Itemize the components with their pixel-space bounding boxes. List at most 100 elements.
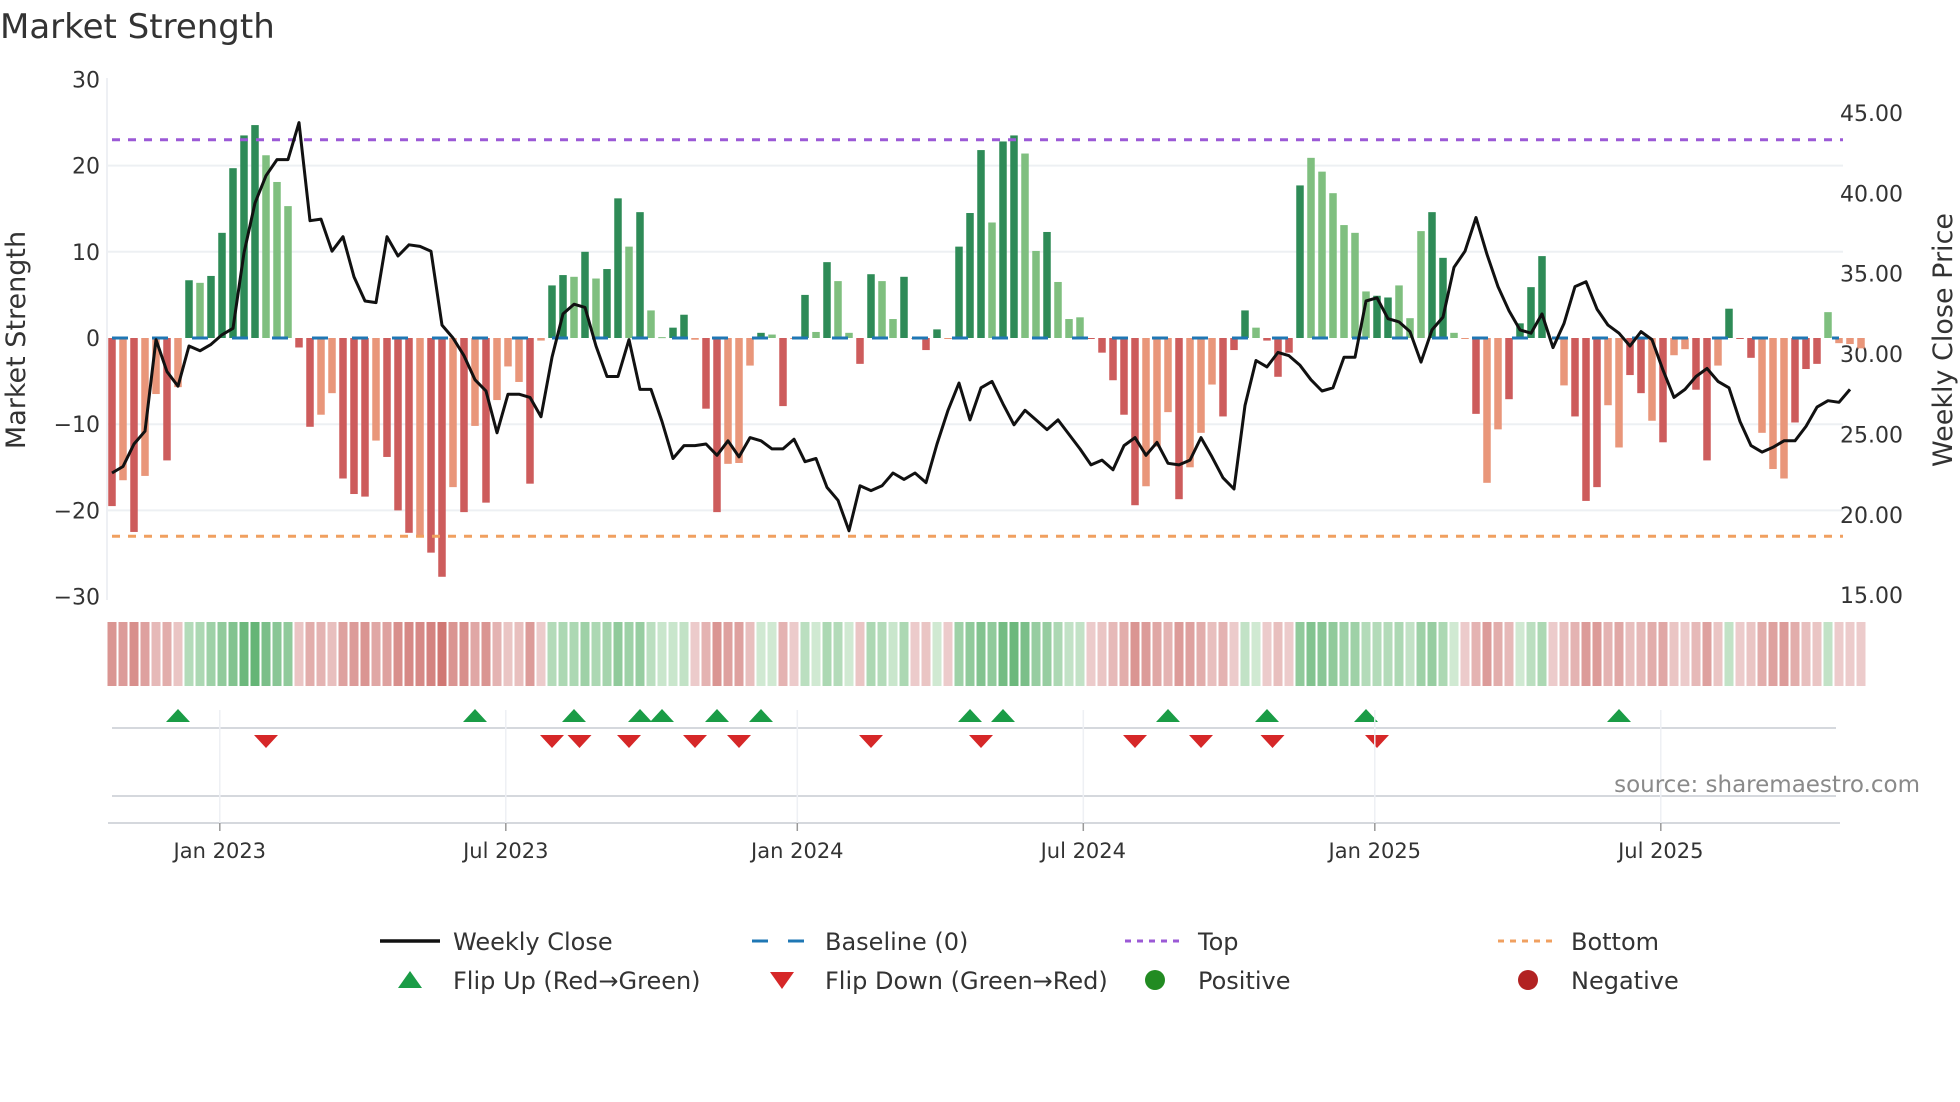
heat-cell [591,622,601,686]
heat-cell [492,622,502,686]
heat-cell [1152,622,1162,686]
strength-bar [922,338,930,351]
heat-cell [965,622,975,686]
heat-cell [536,622,546,686]
flip-markers [166,709,1631,748]
heat-cell [734,622,744,686]
heat-cell [976,622,986,686]
legend-item-top: Top [1125,928,1239,956]
strength-bar [1560,338,1568,386]
strength-bar [1098,338,1106,353]
strength-bar [1054,281,1062,338]
heat-cell [1592,622,1602,686]
left-tick-label: 20 [72,155,100,180]
heat-cell [800,622,810,686]
strength-bars [108,125,1865,577]
heat-cell [283,622,293,686]
strength-bar [1142,338,1150,487]
right-tick-label: 45.00 [1840,102,1903,127]
flip-down-marker [683,735,707,748]
heat-cell [888,622,898,686]
strength-bar [1846,338,1854,345]
strength-bar [438,338,446,577]
strength-bar [1021,153,1029,338]
strength-bar [559,275,567,338]
right-tick-label: 40.00 [1840,182,1903,207]
heat-cell [371,622,381,686]
heat-cell [1361,622,1371,686]
heat-cell [899,622,909,686]
strength-bar [284,206,292,338]
heat-cell [1295,622,1305,686]
heat-cell [646,622,656,686]
strength-bar [1153,338,1161,447]
heat-cell [1273,622,1283,686]
legend-triangle-down-icon [770,972,794,989]
flip-up-marker [705,709,729,722]
legend-label: Negative [1571,967,1679,995]
strength-bar [1065,319,1073,338]
strength-bar [218,232,226,338]
strength-bar [867,274,875,338]
heat-cell [1229,622,1239,686]
heat-cell [1119,622,1129,686]
strength-bar [1747,338,1755,358]
strength-bar [1296,185,1304,338]
date-tick-label: Jul 2025 [1616,839,1703,863]
strength-bar [1626,338,1634,376]
strength-bar [394,338,402,511]
strength-bar [372,338,380,441]
heat-cell [943,622,953,686]
heat-cell [217,622,227,686]
heat-cell [701,622,711,686]
heat-cell [1636,622,1646,686]
heat-cell [1669,622,1679,686]
heat-cell [1625,622,1635,686]
heat-cell [679,622,689,686]
heat-cell [987,622,997,686]
flip-down-marker [1189,735,1213,748]
strength-bar [416,338,424,536]
right-axis-title: Weekly Close Price [1928,213,1959,467]
heat-cell [1691,622,1701,686]
strength-bar [1494,338,1502,430]
heat-cell [151,622,161,686]
strength-bar [1208,338,1216,385]
heat-cell [393,622,403,686]
heat-cell [1185,622,1195,686]
heat-cell [1515,622,1525,686]
strength-bar [328,338,336,394]
strength-bar [581,251,589,338]
heat-cell [1163,622,1173,686]
heat-cell [1735,622,1745,686]
strength-bar [273,181,281,338]
strength-bar [625,246,633,338]
strength-bar [757,332,765,338]
strength-bar [1813,338,1821,364]
strength-bar [1571,338,1579,417]
strength-bar [1692,338,1700,390]
strength-bar [768,334,776,338]
heat-cell [1405,622,1415,686]
strength-bar [1318,171,1326,338]
heat-cell [206,622,216,686]
heat-cell [1658,622,1668,686]
legend-label: Bottom [1571,928,1659,956]
heat-cell [547,622,557,686]
strength-bar [1186,338,1194,468]
strength-bar [636,212,644,338]
legend-item-positive: Positive [1145,967,1291,995]
strength-bar [933,329,941,338]
left-tick-label: −20 [54,499,100,524]
left-tick-label: 10 [72,241,100,266]
heat-cell [1086,622,1096,686]
legend-item-weekly-close: Weekly Close [380,928,613,956]
heat-cell [1746,622,1756,686]
strength-bar [306,338,314,427]
heat-cell [1493,622,1503,686]
strength-bar [1131,338,1139,506]
heat-cell [1724,622,1734,686]
strength-bar [1087,338,1095,339]
heat-cell [811,622,821,686]
strength-bar [603,269,611,338]
